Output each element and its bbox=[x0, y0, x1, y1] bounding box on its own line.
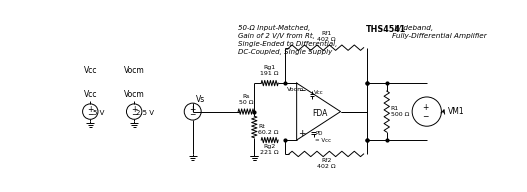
Text: −: − bbox=[87, 110, 93, 119]
Text: Vcc: Vcc bbox=[84, 66, 97, 75]
Text: −: − bbox=[422, 112, 428, 121]
Text: Wideband,
Fully-Differential Amplifier: Wideband, Fully-Differential Amplifier bbox=[392, 25, 487, 39]
Text: PD: PD bbox=[316, 131, 324, 136]
Text: Vocm: Vocm bbox=[124, 66, 144, 75]
Text: 5 V: 5 V bbox=[93, 110, 104, 116]
Text: Rf2
402 Ω: Rf2 402 Ω bbox=[317, 158, 336, 169]
Text: −: − bbox=[131, 110, 138, 119]
Text: FDA: FDA bbox=[312, 109, 327, 118]
Text: +: + bbox=[190, 105, 196, 114]
Text: 50-Ω Input-Matched,
Gain of 2 V/V from Rt,
Single-Ended to Differential,
DC-Coup: 50-Ω Input-Matched, Gain of 2 V/V from R… bbox=[238, 25, 337, 55]
Text: Vs: Vs bbox=[196, 95, 205, 104]
Text: Rg2
221 Ω: Rg2 221 Ω bbox=[260, 144, 279, 155]
Text: Vocm: Vocm bbox=[287, 87, 304, 92]
Text: THS4541: THS4541 bbox=[366, 25, 406, 34]
Text: = Vcc: = Vcc bbox=[315, 138, 331, 143]
Text: Vcc: Vcc bbox=[315, 90, 324, 95]
Text: −: − bbox=[190, 110, 196, 119]
Text: Rt
60.2 Ω: Rt 60.2 Ω bbox=[258, 124, 279, 135]
Text: R1
500 Ω: R1 500 Ω bbox=[391, 106, 409, 117]
Text: Vcc: Vcc bbox=[84, 90, 97, 99]
Text: −: − bbox=[298, 85, 306, 94]
Text: +: + bbox=[131, 105, 138, 114]
Text: VM1: VM1 bbox=[447, 107, 464, 116]
Text: Rs
50 Ω: Rs 50 Ω bbox=[239, 94, 254, 105]
Text: 2.5 V: 2.5 V bbox=[136, 110, 154, 116]
Text: Rf1
402 Ω: Rf1 402 Ω bbox=[317, 31, 336, 42]
Text: +: + bbox=[298, 129, 306, 138]
Text: Vocm: Vocm bbox=[124, 90, 144, 99]
Text: Rg1
191 Ω: Rg1 191 Ω bbox=[260, 65, 279, 76]
Text: +: + bbox=[87, 105, 93, 114]
Text: +: + bbox=[422, 103, 428, 112]
